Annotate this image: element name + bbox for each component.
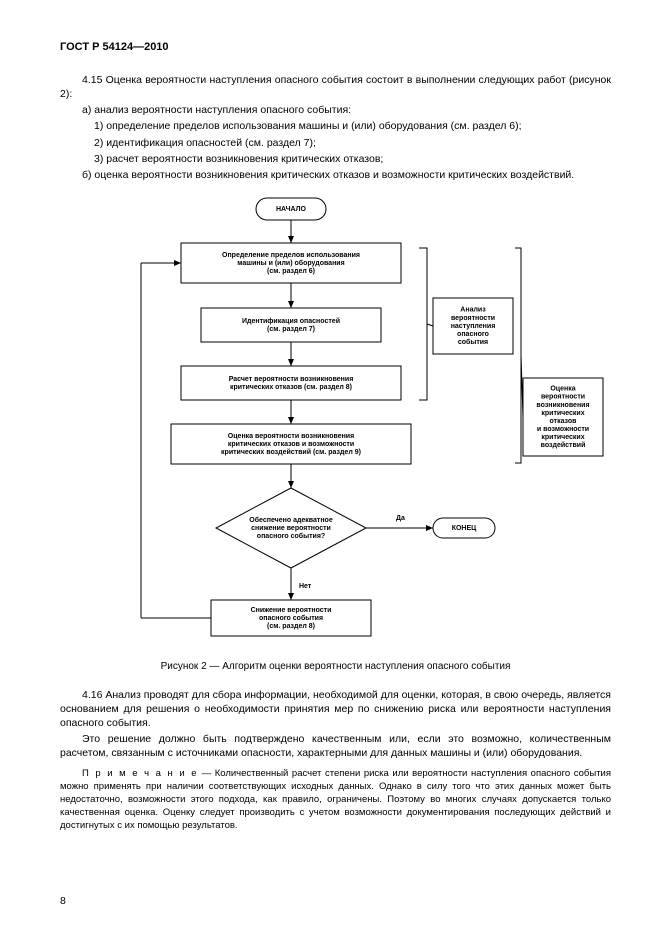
svg-text:вероятности: вероятности [450, 315, 494, 322]
svg-text:(см. раздел 7): (см. раздел 7) [267, 326, 315, 333]
svg-text:опасного события?: опасного события? [256, 532, 324, 540]
svg-text:Снижение вероятности: Снижение вероятности [250, 607, 331, 614]
svg-text:Обеспечено адекватное: Обеспечено адекватное [249, 516, 333, 524]
svg-text:критических отказов и возможно: критических отказов и возможности [227, 441, 353, 448]
flowchart-svg: НАЧАЛО Определение пределов использования… [61, 188, 611, 648]
svg-text:вероятности: вероятности [540, 394, 584, 401]
svg-text:(см. раздел 6): (см. раздел 6) [267, 268, 315, 275]
paragraph-4-16b: Это решение должно быть подтверждено кач… [60, 732, 611, 760]
svg-text:КОНЕЦ: КОНЕЦ [451, 525, 476, 532]
svg-text:события: события [457, 338, 487, 346]
figure-caption: Рисунок 2 — Алгоритм оценки вероятности … [60, 660, 611, 674]
list-item-a1: 1) определение пределов использования ма… [60, 119, 611, 133]
svg-text:Оценка: Оценка [550, 386, 575, 393]
svg-text:Определение пределов использов: Определение пределов использования [222, 252, 360, 259]
svg-text:и возможности: и возможности [536, 426, 588, 433]
svg-text:Оценка вероятности возникновен: Оценка вероятности возникновения [227, 433, 353, 440]
document-page: ГОСТ Р 54124—2010 4.15 Оценка вероятност… [0, 0, 661, 936]
svg-text:опасного события: опасного события [258, 614, 322, 622]
svg-text:наступления: наступления [450, 323, 495, 330]
list-item-b: б) оценка вероятности возникновения крит… [60, 168, 611, 182]
paragraph-4-16: 4.16 Анализ проводят для сбора информаци… [60, 688, 611, 731]
svg-text:Расчет вероятности возникновен: Расчет вероятности возникновения [228, 376, 353, 383]
svg-text:критических: критических [541, 410, 584, 417]
svg-text:критических воздействий (см. р: критических воздействий (см. раздел 9) [221, 448, 361, 456]
svg-text:критических: критических [541, 434, 584, 441]
list-item-a3: 3) расчет вероятности возникновения крит… [60, 152, 611, 166]
svg-text:возникновения: возникновения [536, 402, 589, 409]
list-item-a2: 2) идентификация опасностей (см. раздел … [60, 136, 611, 150]
svg-text:воздействий: воздействий [540, 441, 585, 449]
page-number: 8 [60, 894, 66, 908]
paragraph-4-15: 4.15 Оценка вероятности наступления опас… [60, 73, 611, 101]
flowchart-container: НАЧАЛО Определение пределов использования… [60, 188, 611, 648]
svg-text:опасного: опасного [457, 331, 489, 338]
svg-text:машины и (или) оборудования: машины и (или) оборудования [237, 259, 344, 267]
svg-text:Анализ: Анализ [460, 307, 486, 314]
svg-text:НАЧАЛО: НАЧАЛО [276, 206, 307, 213]
note: П р и м е ч а н и е — Количественный рас… [60, 768, 611, 832]
list-item-a: а) анализ вероятности наступления опасно… [60, 103, 611, 117]
svg-text:критических отказов (см. разде: критических отказов (см. раздел 8) [229, 384, 351, 391]
note-label: П р и м е ч а н и е [82, 768, 198, 779]
svg-text:отказов: отказов [549, 418, 577, 425]
svg-text:Да: Да [396, 515, 405, 522]
svg-text:снижение вероятности: снижение вероятности [251, 525, 331, 532]
doc-header: ГОСТ Р 54124—2010 [60, 40, 611, 55]
svg-text:Идентификация опасностей: Идентификация опасностей [241, 317, 339, 325]
svg-text:Нет: Нет [299, 583, 312, 590]
svg-text:(см. раздел 8): (см. раздел 8) [267, 623, 315, 630]
